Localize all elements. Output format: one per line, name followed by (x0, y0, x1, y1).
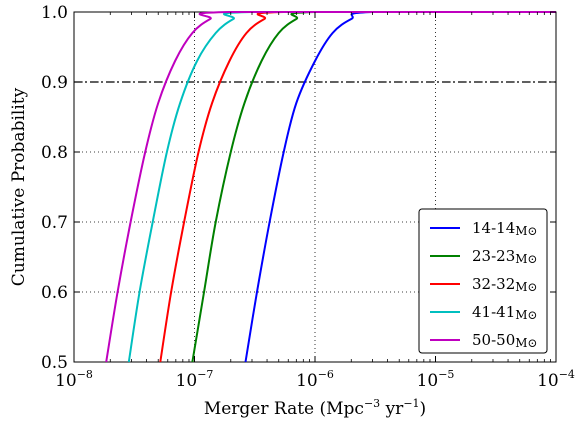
x-axis-label-exp: −3 (364, 397, 380, 410)
y-tick-label: 0.9 (41, 73, 68, 93)
series-lines (105, 10, 556, 363)
x-tick-label: 10−8 (55, 368, 93, 391)
y-axis-label: Cumulative Probability (9, 87, 29, 286)
x-tick-label: 10−7 (176, 368, 214, 391)
legend-label: 41-41M⊙ (472, 303, 538, 322)
x-axis-label-close: ) (420, 399, 427, 419)
legend-label: 50-50M⊙ (472, 331, 538, 350)
legend-label: 14-14M⊙ (472, 219, 538, 238)
x-tick-label: 10−6 (296, 368, 334, 391)
y-tick-label: 1.0 (41, 3, 68, 23)
x-axis-label: Merger Rate (Mpc−3 yr−1) (204, 397, 426, 419)
legend: 14-14M⊙ 23-23M⊙ 32-32M⊙ 41-41M⊙ 50-50M⊙ (418, 208, 548, 354)
series-line-50-50 (105, 10, 556, 363)
plot-area: 10−8 10−7 10−6 10−5 10−4 0.5 0.6 0.7 0.8 0.9 1.0 (41, 3, 575, 391)
y-tick-label: 0.6 (41, 283, 68, 303)
legend-box (418, 208, 548, 354)
x-axis-label-exp2: −1 (403, 397, 419, 410)
y-tick-label: 0.5 (41, 353, 68, 373)
x-tick-label: 10−4 (537, 368, 575, 391)
axis-ticks: 10−8 10−7 10−6 10−5 10−4 0.5 0.6 0.7 0.8 0.9 1.0 (41, 3, 575, 391)
x-axis-label-main: Merger Rate (Mpc (204, 399, 364, 419)
x-axis-label-unit: yr (380, 399, 404, 419)
y-tick-label: 0.7 (41, 213, 68, 233)
legend-label: 32-32M⊙ (472, 275, 538, 294)
y-tick-label: 0.8 (41, 143, 68, 163)
legend-label: 23-23M⊙ (472, 247, 538, 266)
x-tick-label: 10−5 (417, 368, 455, 391)
